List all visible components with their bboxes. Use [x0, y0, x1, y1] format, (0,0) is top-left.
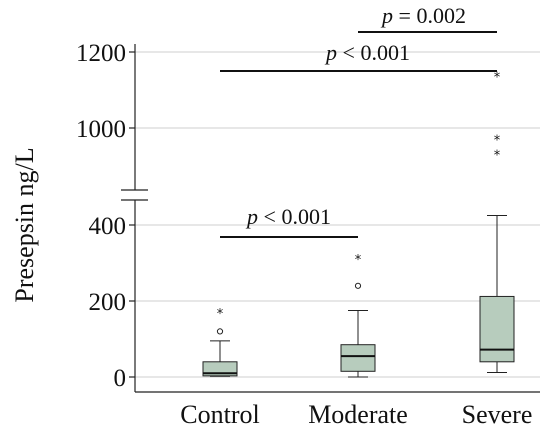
- p-symbol: p: [380, 3, 393, 28]
- significance-bracket: p < 0.001: [220, 40, 497, 72]
- x-tick-labels: Control Moderate Severe: [180, 400, 532, 429]
- y-tick-label: 0: [114, 365, 127, 392]
- p-value: = 0.002: [393, 3, 466, 28]
- y-tick-label: 1000: [76, 116, 126, 143]
- outlier-circle: [216, 328, 224, 335]
- y-tick-label: 400: [89, 213, 127, 240]
- outlier-star: *: [494, 133, 501, 148]
- box-group: *: [202, 307, 238, 377]
- outlier-star: *: [494, 149, 501, 164]
- gridlines: [135, 51, 540, 378]
- p-symbol: p: [245, 204, 258, 229]
- x-category-label: Moderate: [308, 400, 408, 429]
- box-group: ***: [479, 71, 515, 373]
- p-value: < 0.001: [258, 204, 331, 229]
- x-category-label: Severe: [462, 400, 533, 429]
- outlier-circle: [354, 282, 362, 289]
- box-group: *: [340, 253, 376, 378]
- outlier-star: *: [217, 307, 224, 322]
- p-symbol: p: [324, 40, 337, 65]
- axes: [121, 44, 540, 393]
- p-value: < 0.001: [337, 40, 410, 65]
- y-tick-labels: 0 200 400 1000 1200: [76, 40, 135, 392]
- y-tick-label: 200: [89, 289, 127, 316]
- significance-bracket: p < 0.001: [220, 204, 358, 238]
- significance-label: p < 0.001: [324, 40, 410, 65]
- significance-label: p = 0.002: [380, 3, 466, 28]
- outlier-star: *: [494, 71, 501, 86]
- y-tick-label: 1200: [76, 40, 126, 67]
- y-axis-title: Presepsin ng/L: [10, 147, 39, 302]
- x-category-label: Control: [180, 400, 259, 429]
- outlier-star: *: [355, 253, 362, 268]
- box-iqr: [479, 295, 515, 363]
- significance-label: p < 0.001: [245, 204, 331, 229]
- significance-bracket: p = 0.002: [358, 3, 497, 33]
- boxes: *****: [202, 71, 515, 378]
- box-iqr: [340, 344, 376, 372]
